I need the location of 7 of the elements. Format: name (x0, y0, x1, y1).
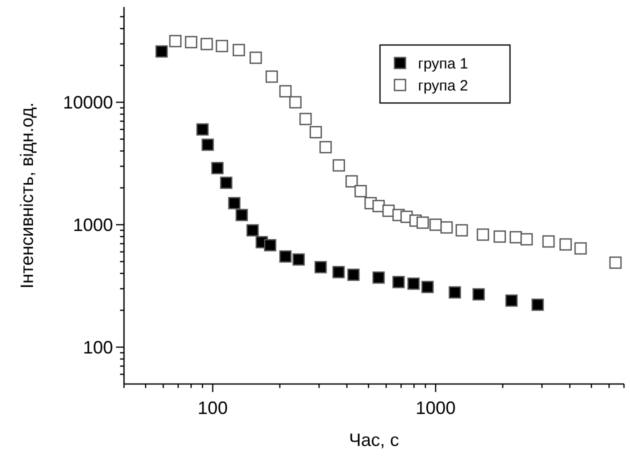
y-axis-title: Інтенсивність, відн.од. (17, 102, 37, 289)
x-axis-title: Час, с (348, 430, 400, 450)
y-tick-label: 100 (82, 337, 113, 358)
y-tick-label: 1000 (72, 215, 113, 236)
legend-label: група 2 (418, 77, 468, 94)
legend-label: група 1 (418, 55, 468, 72)
y-tick-label: 10000 (62, 92, 113, 113)
